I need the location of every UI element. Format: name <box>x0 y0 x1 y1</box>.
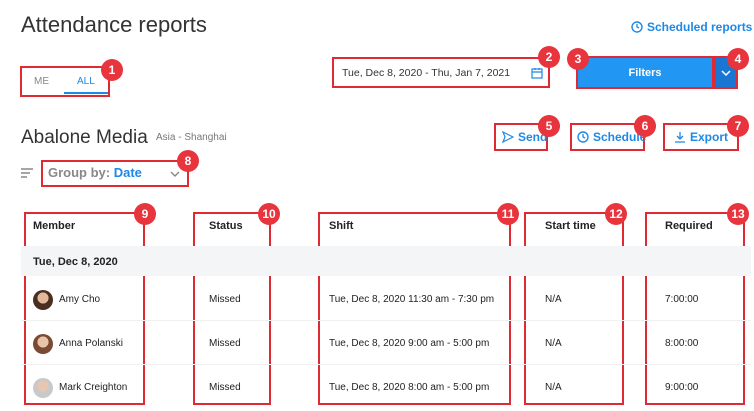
schedule-button[interactable]: Schedule <box>577 130 646 144</box>
sort-lines-icon <box>21 168 33 178</box>
shift-column-highlight <box>318 212 511 405</box>
callout-12: 12 <box>605 203 627 225</box>
callout-1: 1 <box>101 59 123 81</box>
schedule-button-highlight <box>570 123 645 151</box>
table-row-status: Missed <box>209 338 241 349</box>
clock-icon <box>577 131 589 143</box>
scheduled-reports-label: Scheduled reports <box>647 20 753 34</box>
row-divider <box>21 320 751 321</box>
callout-9: 9 <box>134 203 156 225</box>
schedule-label: Schedule <box>593 130 647 144</box>
filters-button-highlight <box>576 56 714 89</box>
table-row-required: 9:00:00 <box>665 382 699 393</box>
table-row-shift: Tue, Dec 8, 2020 9:00 am - 5:00 pm <box>329 338 490 349</box>
date-range-value: Tue, Dec 8, 2020 - Thu, Jan 7, 2021 <box>342 67 511 79</box>
clock-icon <box>631 21 643 33</box>
org-timezone: Asia - Shanghai <box>156 132 227 143</box>
page-title: Attendance reports <box>21 12 207 37</box>
group-header-date: Tue, Dec 8, 2020 <box>33 256 118 268</box>
callout-5: 5 <box>538 115 560 137</box>
start-time-column-highlight <box>524 212 624 405</box>
callout-3: 3 <box>567 48 589 70</box>
callout-2: 2 <box>538 46 560 68</box>
chevron-down-icon <box>170 171 180 177</box>
column-header-shift[interactable]: Shift <box>329 220 354 232</box>
avatar <box>33 378 53 398</box>
table-row-start-time: N/A <box>545 338 562 349</box>
download-icon <box>675 132 685 143</box>
callout-6: 6 <box>634 115 656 137</box>
member-column-highlight <box>24 212 145 405</box>
table-row-shift: Tue, Dec 8, 2020 11:30 am - 7:30 pm <box>329 294 495 305</box>
column-header-status[interactable]: Status <box>209 220 243 232</box>
send-button-highlight <box>494 123 548 151</box>
scheduled-reports-link[interactable]: Scheduled reports <box>631 20 752 34</box>
avatar <box>33 290 53 310</box>
chevron-down-icon <box>721 69 731 76</box>
column-header-member[interactable]: Member <box>33 220 76 232</box>
me-tab[interactable]: ME <box>34 76 49 87</box>
column-header-required[interactable]: Required <box>665 220 713 232</box>
callout-8: 8 <box>177 150 199 172</box>
export-button-highlight <box>663 123 739 151</box>
group-by-value: Date <box>113 165 142 180</box>
callout-13: 13 <box>727 203 749 225</box>
send-icon <box>502 131 514 143</box>
table-row-start-time: N/A <box>545 382 562 393</box>
calendar-icon[interactable] <box>531 67 543 79</box>
callout-10: 10 <box>258 203 280 225</box>
group-by-text: Group by: Date <box>48 165 142 180</box>
callout-11: 11 <box>497 203 519 225</box>
table-row-member[interactable]: Amy Cho <box>59 294 101 305</box>
filters-dropdown-highlight <box>714 56 738 89</box>
column-header-start-time[interactable]: Start time <box>545 220 596 232</box>
callout-4: 4 <box>727 48 749 70</box>
table-row-member[interactable]: Anna Polanski <box>59 338 123 349</box>
status-column-highlight <box>193 212 271 405</box>
group-header-row <box>21 246 751 276</box>
me-all-toggle-highlight <box>20 66 110 97</box>
table-row-member[interactable]: Mark Creighton <box>59 382 128 393</box>
callout-7: 7 <box>727 115 749 137</box>
date-range-picker[interactable] <box>332 57 550 88</box>
table-row-required: 8:00:00 <box>665 338 699 349</box>
export-button[interactable]: Export <box>674 130 728 144</box>
export-label: Export <box>690 130 729 144</box>
filters-button[interactable]: Filters <box>578 58 712 87</box>
group-by-label: Group by: <box>48 165 111 180</box>
org-name: Abalone Media <box>21 127 148 148</box>
table-row-shift: Tue, Dec 8, 2020 8:00 am - 5:00 pm <box>329 382 490 393</box>
group-by-dropdown[interactable] <box>41 160 189 187</box>
table-row-required: 7:00:00 <box>665 294 699 305</box>
all-tab-underline <box>64 92 108 94</box>
avatar <box>33 334 53 354</box>
table-row-start-time: N/A <box>545 294 562 305</box>
required-column-highlight <box>645 212 745 405</box>
table-row-status: Missed <box>209 382 241 393</box>
row-divider <box>21 364 751 365</box>
filters-label: Filters <box>628 66 662 79</box>
all-tab[interactable]: ALL <box>77 76 95 87</box>
table-row-status: Missed <box>209 294 241 305</box>
